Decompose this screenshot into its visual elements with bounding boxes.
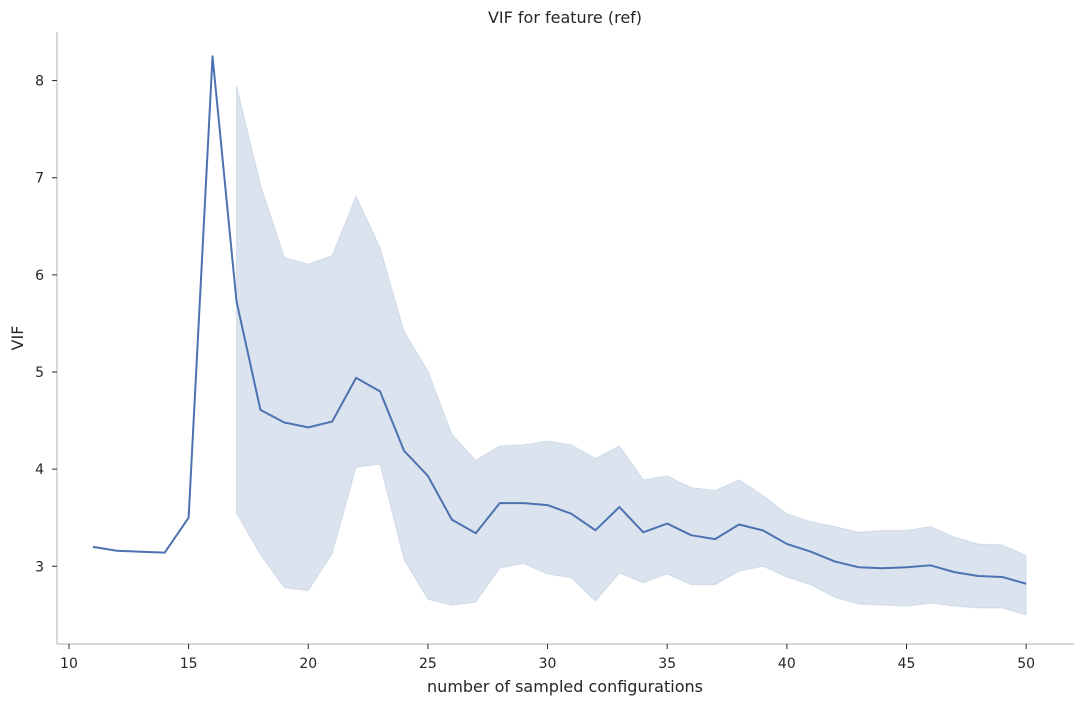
y-axis-label: VIF bbox=[8, 326, 27, 351]
y-tick-label: 7 bbox=[35, 171, 44, 187]
x-tick-label: 30 bbox=[539, 656, 557, 672]
x-tick-label: 50 bbox=[1017, 656, 1035, 672]
series-line bbox=[92, 55, 1027, 585]
y-tick-label: 3 bbox=[35, 559, 44, 575]
confidence-band-layer bbox=[235, 85, 1027, 616]
confidence-band bbox=[235, 85, 1027, 616]
x-axis-label: number of sampled configurations bbox=[427, 677, 703, 696]
chart-title: VIF for feature (ref) bbox=[488, 8, 642, 27]
x-tick-label: 35 bbox=[658, 656, 676, 672]
x-tick-label: 20 bbox=[299, 656, 317, 672]
y-tick-label: 5 bbox=[35, 365, 44, 381]
x-tick-label: 40 bbox=[778, 656, 796, 672]
x-axis-ticks: 10 15 20 25 30 35 40 45 50 bbox=[60, 644, 1035, 672]
y-tick-label: 8 bbox=[35, 74, 44, 90]
x-tick-label: 45 bbox=[898, 656, 916, 672]
x-tick-label: 25 bbox=[419, 656, 437, 672]
x-tick-label: 15 bbox=[180, 656, 198, 672]
y-tick-label: 4 bbox=[35, 462, 44, 478]
y-tick-label: 6 bbox=[35, 268, 44, 284]
y-axis-ticks: 3 4 5 6 7 8 bbox=[35, 74, 57, 575]
series-line-layer bbox=[92, 55, 1027, 585]
x-tick-label: 10 bbox=[60, 656, 78, 672]
